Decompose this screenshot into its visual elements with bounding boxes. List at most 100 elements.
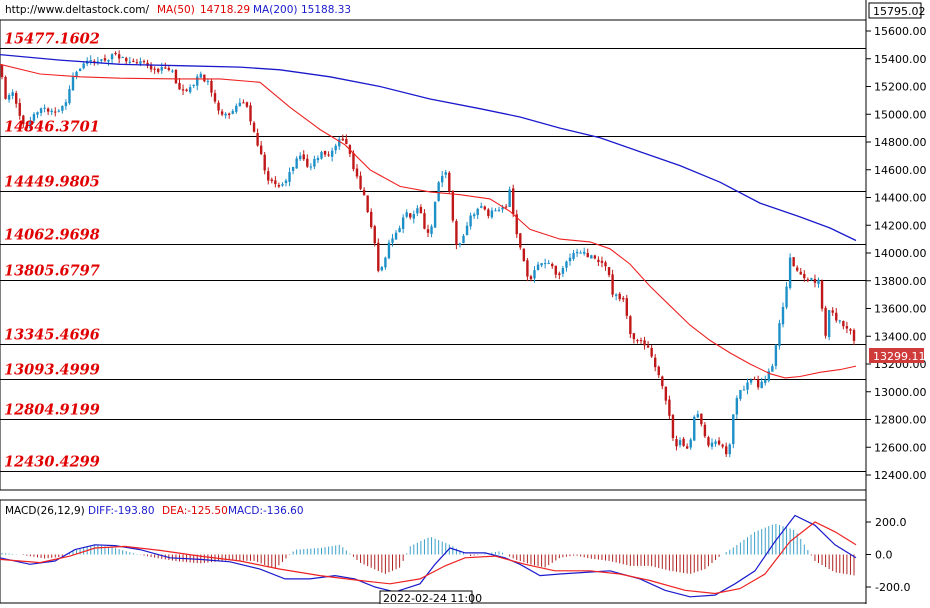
candle-down-body [157,68,160,72]
candle-down-body [607,267,611,276]
candle-up-body [288,172,291,182]
candle-up-body [583,251,586,254]
candle-down-body [831,310,834,313]
candle-up-body [110,54,114,60]
candle-down-body [103,58,107,61]
candle-down-body [671,414,675,439]
candle-down-body [15,93,18,104]
level-label: 13093.4999 [4,362,100,379]
cursor-date: 2022-02-24 11:00 [383,592,482,604]
candle-down-body [362,189,366,196]
top-price-value: 15795.02 [873,5,926,18]
candle-up-body [199,73,202,78]
candle-down-body [0,65,4,77]
candle-up-body [188,87,192,93]
candle-down-body [25,124,29,129]
candle-up-body [476,208,479,216]
price-tick-label: 13800.00 [874,275,927,288]
candle-down-body [341,138,344,141]
candle-up-body [689,439,692,448]
candle-up-body [710,442,714,447]
candle-up-body [508,189,511,207]
candle-down-body [824,307,827,336]
candle-down-body [682,438,685,446]
candle-down-body [448,172,451,192]
candle-down-body [149,65,153,70]
candle-up-body [32,114,36,121]
ma50-value: 14718.29 [200,4,250,16]
candle-up-body [501,207,504,210]
candle-up-body [64,102,68,107]
macd-label: MACD(26,12,9) [5,505,85,517]
level-label: 12430.4299 [4,454,100,471]
candle-down-body [515,214,518,235]
candle-down-body [618,293,621,300]
candle-down-body [675,439,678,447]
candle-down-body [210,80,213,93]
site-url: http://www.deltastock.com/ [5,4,150,16]
candle-up-body [391,238,394,243]
candle-down-body [852,330,856,341]
macd-plot-frame [0,499,867,604]
candle-down-body [345,139,348,144]
candle-down-body [93,61,96,63]
candle-down-body [203,74,206,82]
candle-up-body [196,76,199,86]
price-tick-label: 15400.00 [874,53,927,66]
candle-up-body [547,262,550,264]
candle-down-body [725,446,728,455]
candle-down-body [455,221,458,245]
candle-down-body [636,340,639,342]
candle-up-body [160,66,163,71]
candle-up-body [121,57,124,59]
candle-down-body [625,298,628,316]
candle-down-body [558,273,561,275]
candle-down-body [132,60,135,62]
candle-down-body [142,61,146,63]
candle-up-body [728,444,731,455]
candle-down-body [483,206,486,210]
macd-tick-label: 0.0 [875,549,893,562]
candle-up-body [235,105,238,112]
macd-dea-value: DEA:-125.50 [162,505,228,517]
price-tick-label: 14000.00 [874,247,927,260]
candle-up-body [760,381,763,389]
candle-down-body [117,54,121,59]
candle-up-body [96,61,100,63]
candle-down-body [522,248,526,262]
candle-up-body [309,166,313,168]
candle-up-body [299,155,302,160]
candle-up-body [827,310,831,338]
candle-up-body [778,323,781,347]
candle-up-body [82,63,85,69]
candle-up-body [330,150,334,157]
candle-down-body [600,260,604,263]
candle-down-body [753,379,756,381]
ma200-label: MA(200) [253,4,297,16]
candle-up-body [490,210,494,218]
candle-up-body [746,382,749,390]
candle-up-body [732,414,735,445]
candle-up-body [295,158,298,169]
candle-up-body [107,59,110,62]
candle-down-body [756,379,760,388]
candle-up-body [817,279,820,284]
candle-down-body [657,366,660,376]
candle-down-body [135,62,139,64]
candle-down-body [451,190,455,221]
candle-down-body [487,209,490,217]
candle-up-body [696,414,699,418]
candle-up-body [614,294,618,296]
candle-up-body [441,175,444,183]
price-tick-label: 12400.00 [874,469,927,482]
candle-up-body [398,228,401,233]
candle-down-body [125,57,128,62]
candle-up-body [316,158,320,161]
candle-down-body [178,82,181,90]
candle-down-body [249,105,252,122]
candle-up-body [75,71,78,77]
candle-down-body [597,259,600,262]
level-label: 15477.1602 [4,31,100,48]
candle-down-body [263,154,266,171]
